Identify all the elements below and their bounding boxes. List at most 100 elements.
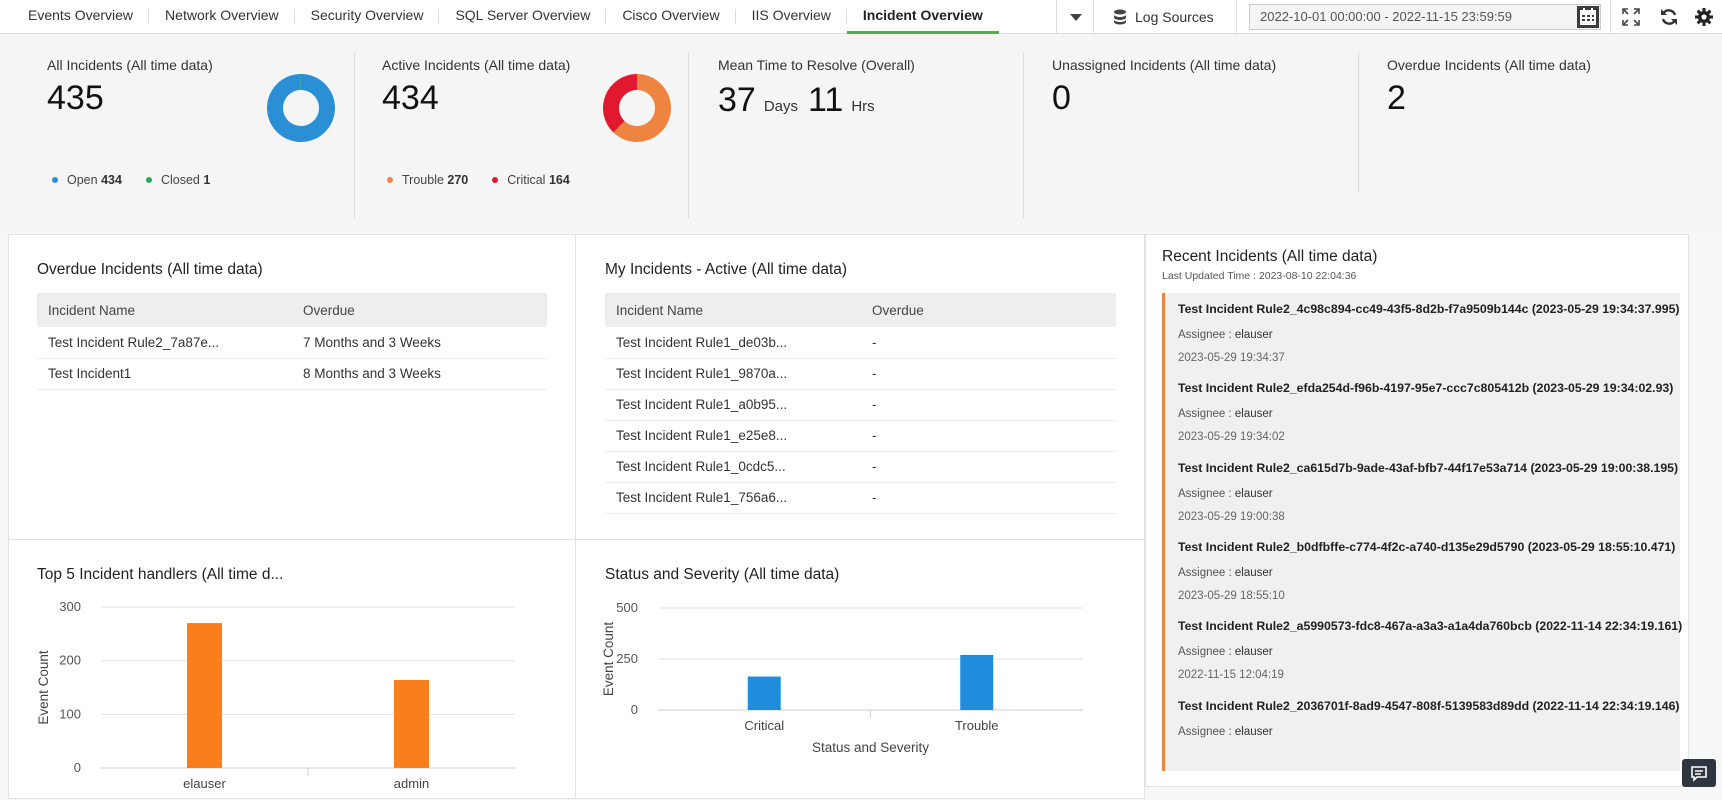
- divider: [1358, 53, 1359, 193]
- incident-name-cell[interactable]: Test Incident Rule1_9870a...: [605, 358, 861, 389]
- assignee-label: Assignee :: [1178, 646, 1232, 658]
- divider: [354, 53, 355, 218]
- date-range-value: 2022-10-01 00:00:00 - 2022-11-15 23:59:5…: [1260, 9, 1512, 24]
- kpi-title: All Incidents (All time data): [47, 57, 213, 73]
- incident-assignee: Assignee : elauser: [1178, 488, 1273, 500]
- divider: [1023, 53, 1024, 218]
- table-row[interactable]: Test Incident Rule1_e25e8...-: [605, 420, 1116, 451]
- incident-name-cell[interactable]: Test Incident Rule1_e25e8...: [605, 420, 861, 451]
- table-row[interactable]: Test Incident Rule1_756a6...-: [605, 482, 1116, 513]
- overdue-cell: -: [861, 482, 1116, 513]
- assignee-value: elauser: [1235, 488, 1273, 500]
- incident-title[interactable]: Test Incident Rule2_ca615d7b-9ade-43af-b…: [1178, 461, 1678, 475]
- tab-events-overview[interactable]: Events Overview: [12, 0, 149, 34]
- incident-name-cell[interactable]: Test Incident Rule2_7a87e...: [37, 327, 292, 358]
- fullscreen-icon[interactable]: [1621, 7, 1641, 27]
- bar-Trouble[interactable]: [960, 655, 993, 710]
- legend-closed[interactable]: Closed 1: [146, 173, 210, 187]
- my-incidents-panel: My Incidents - Active (All time data) In…: [575, 234, 1145, 540]
- assignee-label: Assignee :: [1178, 488, 1232, 500]
- assignee-label: Assignee :: [1178, 726, 1232, 738]
- trouble-critical-donut-chart[interactable]: [602, 73, 672, 143]
- chat-button[interactable]: [1682, 759, 1716, 787]
- table-row[interactable]: Test Incident Rule2_7a87e...7 Months and…: [37, 327, 547, 358]
- assignee-value: elauser: [1235, 646, 1273, 658]
- assignee-value: elauser: [1235, 567, 1273, 579]
- panel-title: Overdue Incidents (All time data): [37, 261, 263, 279]
- table-row[interactable]: Test Incident Rule1_9870a...-: [605, 358, 1116, 389]
- tab-incident-overview[interactable]: Incident Overview: [847, 0, 999, 34]
- incident-title[interactable]: Test Incident Rule2_2036701f-8ad9-4547-8…: [1178, 699, 1680, 713]
- column-header-incident-name[interactable]: Incident Name: [605, 293, 861, 327]
- assignee-value: elauser: [1235, 329, 1273, 341]
- recent-incident-card[interactable]: Test Incident Rule2_efda254d-f96b-4197-9…: [1162, 372, 1680, 453]
- toolbar-divider: [1236, 0, 1237, 34]
- overdue-incidents-panel: Overdue Incidents (All time data) Incide…: [8, 234, 576, 540]
- tab-cisco-overview[interactable]: Cisco Overview: [606, 0, 735, 34]
- assignee-value: elauser: [1235, 408, 1273, 420]
- log-sources-button[interactable]: Log Sources: [1113, 0, 1214, 34]
- assignee-value: elauser: [1235, 726, 1273, 738]
- column-header-overdue[interactable]: Overdue: [292, 293, 547, 327]
- toolbar-divider: [1610, 0, 1611, 34]
- incident-name-cell[interactable]: Test Incident Rule1_0cdc5...: [605, 451, 861, 482]
- table-row[interactable]: Test Incident Rule1_0cdc5...-: [605, 451, 1116, 482]
- incident-assignee: Assignee : elauser: [1178, 408, 1273, 420]
- incident-title[interactable]: Test Incident Rule2_4c98c894-cc49-43f5-8…: [1178, 302, 1680, 316]
- table-row[interactable]: Test Incident Rule1_de03b...-: [605, 327, 1116, 358]
- recent-incident-card[interactable]: Test Incident Rule2_4c98c894-cc49-43f5-8…: [1162, 293, 1680, 374]
- tab-sql-server-overview[interactable]: SQL Server Overview: [439, 0, 606, 34]
- incident-name-cell[interactable]: Test Incident Rule1_de03b...: [605, 327, 861, 358]
- bar-Critical[interactable]: [748, 677, 781, 710]
- kpi-title: Unassigned Incidents (All time data): [1052, 57, 1276, 73]
- tab-iis-overview[interactable]: IIS Overview: [736, 0, 847, 34]
- incident-assignee: Assignee : elauser: [1178, 646, 1273, 658]
- my-incidents-table: Incident Name Overdue Test Incident Rule…: [605, 293, 1116, 514]
- table-row[interactable]: Test Incident Rule1_a0b95...-: [605, 389, 1116, 420]
- recent-incident-card[interactable]: Test Incident Rule2_2036701f-8ad9-4547-8…: [1162, 690, 1680, 771]
- column-header-incident-name[interactable]: Incident Name: [37, 293, 292, 327]
- recent-incident-card[interactable]: Test Incident Rule2_a5990573-fdc8-467a-a…: [1162, 610, 1680, 691]
- tab-network-overview[interactable]: Network Overview: [149, 0, 295, 34]
- x-tick-label: admin: [394, 776, 429, 791]
- overdue-cell: -: [861, 451, 1116, 482]
- overdue-cell: 7 Months and 3 Weeks: [292, 327, 547, 358]
- chat-icon: [1682, 759, 1716, 787]
- incident-title[interactable]: Test Incident Rule2_b0dfbffe-c774-4f2c-a…: [1178, 540, 1675, 554]
- column-header-overdue[interactable]: Overdue: [861, 293, 1116, 327]
- gear-icon[interactable]: [1694, 7, 1714, 27]
- more-tabs-dropdown[interactable]: [1056, 0, 1094, 34]
- chart-legend: Trouble 270 Critical 164: [387, 173, 570, 187]
- legend-trouble[interactable]: Trouble 270: [387, 173, 468, 187]
- legend-dot: [146, 177, 152, 183]
- incident-name-cell[interactable]: Test Incident Rule1_a0b95...: [605, 389, 861, 420]
- recent-incident-card[interactable]: Test Incident Rule2_ca615d7b-9ade-43af-b…: [1162, 452, 1680, 533]
- kpi-value: 434: [382, 79, 439, 118]
- bar-admin[interactable]: [394, 680, 429, 768]
- calendar-icon[interactable]: [1577, 6, 1599, 28]
- recent-incident-card[interactable]: Test Incident Rule2_b0dfbffe-c774-4f2c-a…: [1162, 531, 1680, 612]
- bar-elauser[interactable]: [187, 623, 222, 768]
- kpi-title: Active Incidents (All time data): [382, 57, 570, 73]
- legend-dot: [387, 177, 393, 183]
- assignee-label: Assignee :: [1178, 567, 1232, 579]
- legend-critical[interactable]: Critical 164: [492, 173, 570, 187]
- tab-security-overview[interactable]: Security Overview: [295, 0, 440, 34]
- legend-open[interactable]: Open 434: [52, 173, 122, 187]
- chevron-down-icon: [1070, 14, 1082, 21]
- incident-name-cell[interactable]: Test Incident1: [37, 358, 292, 389]
- incident-title[interactable]: Test Incident Rule2_a5990573-fdc8-467a-a…: [1178, 619, 1682, 633]
- date-range-picker[interactable]: 2022-10-01 00:00:00 - 2022-11-15 23:59:5…: [1249, 4, 1601, 30]
- donut-slice-critical[interactable]: [603, 74, 637, 132]
- y-tick-label: 250: [616, 651, 638, 666]
- open-closed-donut-chart[interactable]: [266, 73, 336, 143]
- y-tick-label: 300: [59, 599, 81, 614]
- incident-name-cell[interactable]: Test Incident Rule1_756a6...: [605, 482, 861, 513]
- overdue-cell: 8 Months and 3 Weeks: [292, 358, 547, 389]
- refresh-icon[interactable]: [1659, 7, 1679, 27]
- kpi-value: 435: [47, 79, 104, 118]
- incident-title[interactable]: Test Incident Rule2_efda254d-f96b-4197-9…: [1178, 381, 1673, 395]
- y-tick-label: 200: [59, 653, 81, 668]
